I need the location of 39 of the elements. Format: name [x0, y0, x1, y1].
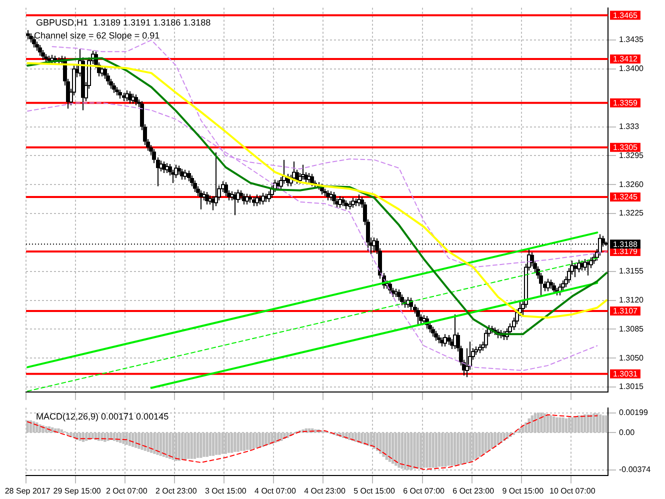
y-tick-label: 0.00199 [619, 408, 648, 418]
ref-line-label: 1.3031 [613, 370, 638, 379]
y-tick-label: 1.3400 [619, 64, 644, 74]
line-series [27, 414, 598, 470]
x-tick-label: 28 Sep 2017 [4, 486, 51, 496]
text: GBPUSD,H1 1.3189 1.3191 1.3186 1.3188 [36, 17, 211, 28]
x-tick-label: 6 Oct 23:00 [452, 486, 495, 496]
annotation: Channel size = 62 Slope = 0.91 [34, 30, 160, 40]
y-tick-label: 1.3155 [619, 266, 644, 276]
y-tick-label: 1.3085 [619, 324, 644, 334]
ref-line-label: 1.3465 [613, 10, 638, 20]
y-tick-label: 1.3120 [619, 295, 644, 304]
y-tick-label: 1.3225 [619, 208, 644, 218]
x-tick-label: 4 Oct 07:00 [254, 486, 296, 496]
x-tick-label: 5 Oct 15:00 [354, 486, 396, 496]
x-tick-label: 29 Sep 15:00 [53, 486, 102, 496]
y-tick-label: 1.3050 [619, 353, 644, 362]
x-tick-label: 4 Oct 23:00 [304, 486, 346, 496]
ref-line-label: 1.3179 [613, 247, 638, 256]
x-tick-label: 6 Oct 07:00 [403, 486, 446, 496]
x-tick-label: 3 Oct 15:00 [204, 486, 247, 496]
x-tick-label: 9 Oct 15:00 [502, 486, 544, 496]
ref-line-label: 1.3359 [613, 98, 638, 108]
y-tick-label: 1.3295 [619, 150, 644, 160]
y-tick-label: 1.333 [619, 122, 640, 131]
ref-line-label: 1.3305 [613, 143, 638, 152]
y-tick-label: 1.3260 [619, 180, 644, 189]
y-tick-label: -0.00374 [619, 465, 652, 474]
ref-line-label: 1.3107 [613, 306, 638, 316]
ref-line-label: 1.3412 [613, 54, 638, 64]
x-tick-label: 2 Oct 23:00 [155, 486, 198, 496]
chart-title: MACD(12,26,9) 0.00171 0.00145 [36, 411, 169, 422]
y-tick-label: 1.3435 [619, 35, 644, 44]
ref-line-label: 1.3188 [613, 240, 638, 249]
x-tick-label: 10 Oct 07:00 [549, 486, 596, 496]
y-tick-label: 0.00 [619, 428, 636, 437]
ref-line-label: 1.3245 [613, 192, 638, 202]
y-tick-label: 1.3015 [619, 382, 644, 392]
x-tick-label: 2 Oct 07:00 [106, 486, 148, 496]
